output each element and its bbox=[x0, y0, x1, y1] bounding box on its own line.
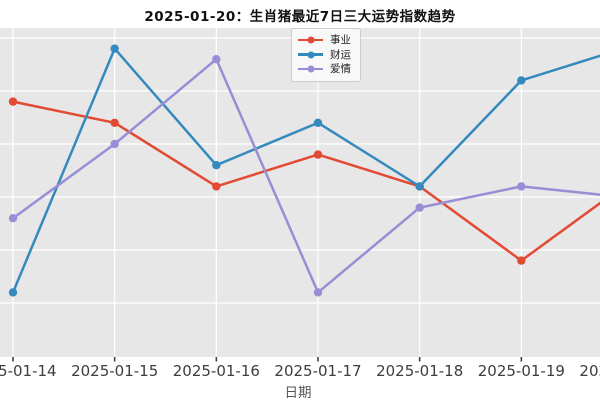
legend-item-wealth: 财运 bbox=[298, 48, 351, 63]
legend-label: 爱情 bbox=[330, 63, 351, 75]
data-point-marker bbox=[313, 118, 323, 128]
x-tick-label: 2025-01-20 bbox=[579, 362, 600, 380]
data-point-marker bbox=[212, 182, 221, 191]
legend: 事业 财运 爱情 bbox=[291, 28, 361, 82]
data-point-marker bbox=[212, 161, 221, 170]
legend-item-career: 事业 bbox=[298, 33, 351, 48]
data-point-marker bbox=[517, 182, 526, 191]
x-tick-label: 2025-01-14 bbox=[0, 362, 57, 380]
data-point-marker bbox=[110, 139, 119, 149]
data-point-marker bbox=[212, 55, 221, 64]
data-point-marker bbox=[313, 150, 323, 159]
legend-line-dot-marker bbox=[298, 65, 323, 74]
legend-line-dot-marker bbox=[298, 50, 323, 59]
x-tick-label: 2025-01-17 bbox=[274, 362, 362, 380]
legend-label: 财运 bbox=[330, 48, 351, 61]
data-point-marker bbox=[313, 288, 323, 297]
legend-item-love: 爱情 bbox=[298, 62, 351, 77]
data-point-marker bbox=[8, 214, 18, 223]
x-tick-label: 2025-01-16 bbox=[172, 362, 260, 380]
x-tick-label: 2025-01-18 bbox=[376, 362, 464, 380]
data-point-marker bbox=[110, 118, 119, 128]
data-point-marker bbox=[517, 256, 526, 265]
data-point-marker bbox=[110, 44, 119, 53]
data-point-marker bbox=[517, 76, 526, 85]
legend-label: 事业 bbox=[330, 34, 351, 46]
data-point-marker bbox=[415, 182, 424, 191]
data-point-marker bbox=[8, 97, 18, 106]
x-tick-label: 2025-01-15 bbox=[71, 362, 159, 380]
x-tick-label: 2025-01-19 bbox=[477, 362, 565, 380]
legend-line-dot-marker bbox=[298, 36, 323, 45]
x-ticks bbox=[12, 357, 523, 362]
x-axis-title: 日期 bbox=[284, 385, 312, 400]
chart-title: 2025-01-20：生肖猪最近7日三大运势指数趋势 bbox=[144, 9, 456, 25]
data-point-marker bbox=[8, 288, 18, 297]
series-group bbox=[8, 44, 600, 297]
data-point-marker bbox=[415, 203, 424, 212]
